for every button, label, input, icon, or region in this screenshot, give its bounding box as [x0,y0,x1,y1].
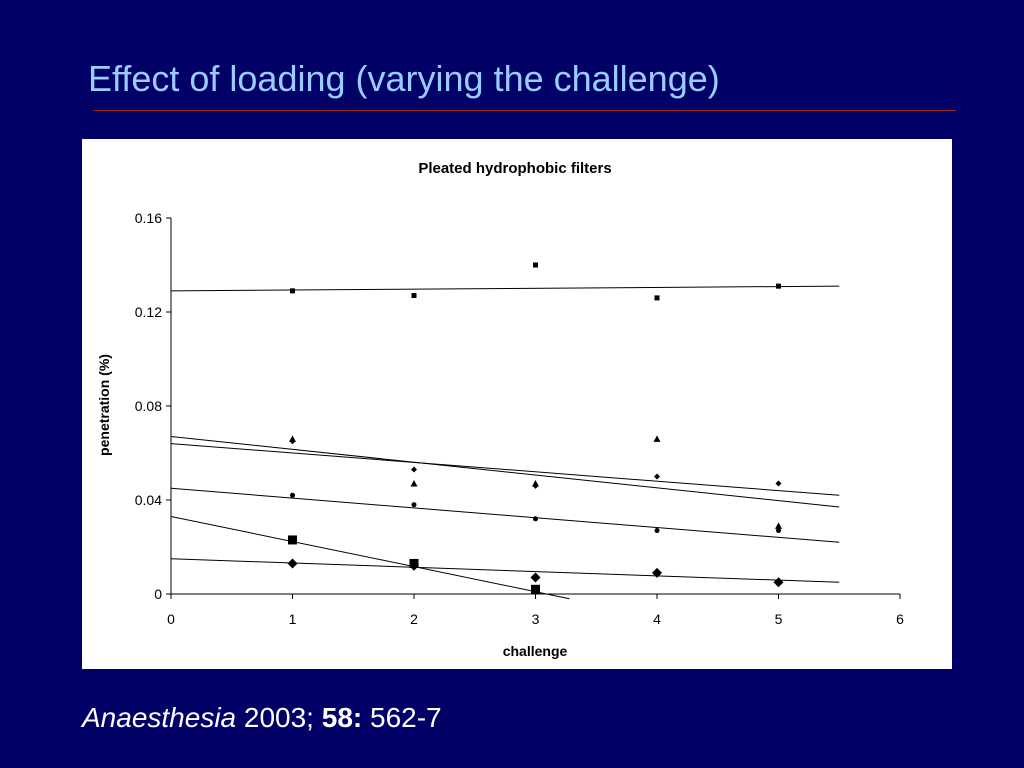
citation-journal: Anaesthesia [82,702,237,733]
trendline [171,515,570,600]
title-divider [93,110,956,111]
x-axis-label: challenge [503,643,568,659]
y-tick-label: 0.12 [135,304,162,320]
data-point-diamond [775,480,782,487]
x-tick-label: 5 [775,611,783,627]
x-tick-label: 6 [896,611,904,627]
citation-volume: 58: [321,702,363,733]
data-point-square [654,295,660,301]
x-tick-label: 0 [167,611,175,627]
chart-title: Pleated hydrophobic filters [418,160,611,177]
data-point-triangle [653,435,661,442]
data-point-square [533,262,538,268]
y-tick-label: 0.04 [135,492,162,508]
data-point-diamond [289,438,296,445]
data-point-square [288,535,297,545]
data-point-square [531,584,540,594]
citation-pages: 562-7 [370,702,442,733]
y-axis-label: penetration (%) [96,354,112,456]
x-tick-label: 3 [532,611,540,627]
data-point-diamond [411,466,417,473]
data-point-diamond [773,577,784,588]
trendline [171,487,840,543]
trendline [171,436,840,508]
data-point-circle [290,492,295,498]
scatter-chart: Pleated hydrophobic filters penetration … [96,160,904,659]
data-point-square [290,288,295,294]
x-tick-label: 2 [410,611,418,627]
y-tick-label: 0.08 [135,398,162,414]
data-point-diamond [532,482,539,489]
data-point-square [776,283,781,289]
x-tick-label: 4 [653,611,661,627]
data-point-triangle [775,522,782,529]
chart-panel: Pleated hydrophobic filters penetration … [82,139,952,669]
data-point-diamond [654,473,660,480]
trendline [171,285,840,292]
trendline [171,443,840,496]
y-tick-label: 0 [154,586,162,602]
x-tick-label: 1 [289,611,297,627]
data-point-diamond [652,567,662,578]
data-point-diamond [287,558,298,569]
y-tick-label: 0.16 [135,210,162,226]
data-point-triangle [410,480,418,487]
slide-title: Effect of loading (varying the challenge… [88,58,720,99]
data-point-diamond [530,572,541,583]
data-point-circle [776,528,781,534]
trendline [171,558,840,583]
data-point-circle [411,502,417,508]
data-point-circle [533,516,538,522]
data-point-diamond [409,560,419,571]
data-point-circle [654,528,660,534]
citation-year: 2003; [243,702,314,733]
citation: Anaesthesia 2003; 58: 562-7 [82,700,442,736]
data-point-square [411,293,417,299]
